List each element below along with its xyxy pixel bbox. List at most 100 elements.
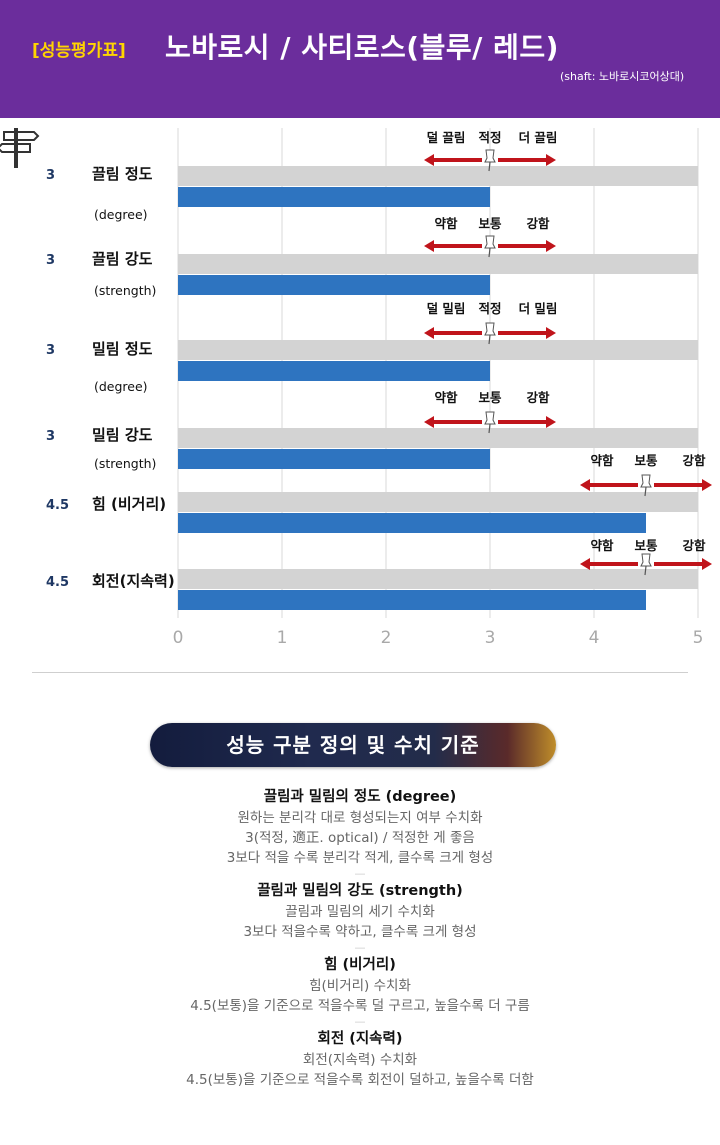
scale-arrow-left-head xyxy=(424,327,434,339)
definition-line: 원하는 분리각 대로 형성되는지 여부 수치화 xyxy=(237,810,483,826)
x-tick-label: 0 xyxy=(173,628,184,648)
category-value-label: 4.5 xyxy=(46,498,69,513)
scale-arrow-right-head xyxy=(546,327,556,339)
scale-label-right: 강함 xyxy=(682,538,706,553)
bar-value xyxy=(178,275,490,295)
definition-line: 3보다 적을수록 약하고, 클수록 크게 형성 xyxy=(243,924,477,940)
category-name: 끌림 강도 xyxy=(92,250,153,268)
category-value-label: 3 xyxy=(46,168,55,183)
category-subtitle: (degree) xyxy=(94,207,148,222)
pin-needle xyxy=(488,247,491,258)
x-tick-label: 2 xyxy=(381,628,392,648)
definition-separator: — xyxy=(354,941,366,954)
bar-value xyxy=(178,449,490,469)
pin-icon xyxy=(484,149,496,163)
category-name: 밀림 정도 xyxy=(92,340,153,358)
definition-title: 회전 (지속력) xyxy=(317,1031,403,1047)
scale-label-right: 더 끌림 xyxy=(519,130,558,145)
scale-label-left: 약함 xyxy=(434,390,458,405)
scale-indicator: 약함 보통 강함 xyxy=(580,538,712,576)
scale-arrow-right-head xyxy=(702,479,712,491)
definitions-heading-banner: 성능 구분 정의 및 수치 기준 xyxy=(150,723,556,767)
scale-label-left: 덜 끌림 xyxy=(427,130,466,145)
bar-value xyxy=(178,590,646,610)
scale-label-right: 강함 xyxy=(526,390,550,405)
scale-label-right: 강함 xyxy=(682,453,706,468)
scale-arrow-left-head xyxy=(424,240,434,252)
page-title: 노바로시 / 사티로스(블루/ 레드) xyxy=(165,31,559,64)
pin-icon xyxy=(640,553,652,567)
scale-label-right: 더 밀림 xyxy=(519,301,558,316)
x-tick-label: 3 xyxy=(485,628,496,648)
section-divider xyxy=(32,672,688,673)
category-name: 힘 (비거리) xyxy=(92,495,166,513)
category-value-label: 4.5 xyxy=(46,575,69,590)
scale-indicator: 덜 끌림 적정 더 끌림 xyxy=(424,130,558,172)
category-subtitle: (strength) xyxy=(94,283,156,298)
header-banner: [성능평가표] 노바로시 / 사티로스(블루/ 레드) (shaft: 노바로시… xyxy=(0,0,720,118)
definition-line: 3보다 적을 수록 분리각 적게, 클수록 크게 형성 xyxy=(226,850,494,866)
pin-icon xyxy=(484,235,496,249)
bar-value xyxy=(178,187,490,207)
scale-label-mid: 보통 xyxy=(478,216,502,231)
definition-strength: 끌림과 밀림의 강도 (strength) 끌림과 밀림의 세기 수치화 3보다… xyxy=(60,880,660,954)
bar-scale-background xyxy=(178,166,698,186)
definition-power: 힘 (비거리) 힘(비거리) 수치화 4.5(보통)을 기준으로 적을수록 덜 … xyxy=(60,954,660,1028)
definition-spin: 회전 (지속력) 회전(지속력) 수치화 4.5(보통)을 기준으로 적을수록 … xyxy=(60,1028,660,1090)
pin-icon xyxy=(484,411,496,425)
definition-title: 끌림과 밀림의 정도 (degree) xyxy=(263,789,457,805)
scale-label-right: 강함 xyxy=(526,216,550,231)
scale-label-left: 약함 xyxy=(434,216,458,231)
scale-label-mid: 적정 xyxy=(478,301,501,316)
scale-indicator: 약함 보통 강함 xyxy=(424,216,556,258)
category-value-label: 3 xyxy=(46,343,55,358)
pin-needle xyxy=(488,161,491,172)
definition-line: 4.5(보통)을 기준으로 적을수록 덜 구르고, 높을수록 더 구름 xyxy=(190,998,530,1014)
scale-label-mid: 보통 xyxy=(478,390,502,405)
category-subtitle: (degree) xyxy=(94,379,148,394)
bar-value xyxy=(178,361,490,381)
scale-arrow-left-head xyxy=(424,416,434,428)
scale-arrow-right-head xyxy=(546,154,556,166)
scale-arrow-right-head xyxy=(702,558,712,570)
definition-line: 회전(지속력) 수치화 xyxy=(302,1052,418,1068)
pin-needle xyxy=(644,486,647,497)
scale-label-mid: 보통 xyxy=(634,453,658,468)
scale-label-left: 약함 xyxy=(590,538,614,553)
definitions-list: 끌림과 밀림의 정도 (degree) 원하는 분리각 대로 형성되는지 여부 … xyxy=(60,786,660,1090)
scale-label-mid: 적정 xyxy=(478,130,501,145)
scale-arrow-left-head xyxy=(580,479,590,491)
scale-indicator: 약함 보통 강함 xyxy=(424,390,556,434)
category-subtitle: (strength) xyxy=(94,456,156,471)
shaft-note: (shaft: 노바로시코어상대) xyxy=(560,70,685,83)
category-value-label: 3 xyxy=(46,253,55,268)
definition-degree: 끌림과 밀림의 정도 (degree) 원하는 분리각 대로 형성되는지 여부 … xyxy=(60,786,660,880)
definition-separator: — xyxy=(354,867,366,880)
scale-arrow-left-head xyxy=(424,154,434,166)
definition-title: 힘 (비거리) xyxy=(324,957,396,973)
bar-scale-background xyxy=(178,492,698,512)
definition-separator: — xyxy=(354,1015,366,1028)
pin-icon xyxy=(484,322,496,336)
bar-scale-background xyxy=(178,340,698,360)
definition-line: 끌림과 밀림의 세기 수치화 xyxy=(285,904,435,920)
scale-arrow-left-head xyxy=(580,558,590,570)
bar-scale-background xyxy=(178,254,698,274)
definition-line: 힘(비거리) 수치화 xyxy=(309,978,411,994)
bar-scale-background xyxy=(178,569,698,589)
x-tick-label: 1 xyxy=(277,628,288,648)
definition-title: 끌림과 밀림의 강도 (strength) xyxy=(257,883,463,899)
bar-scale-background xyxy=(178,428,698,448)
x-tick-label: 5 xyxy=(693,628,704,648)
scale-indicator: 약함 보통 강함 xyxy=(580,453,712,497)
scale-indicator: 덜 밀림 적정 더 밀림 xyxy=(424,301,558,345)
pin-icon xyxy=(640,474,652,488)
signpost-icon xyxy=(0,128,40,168)
definition-line: 3(적정, 適正. optical) / 적정한 게 좋음 xyxy=(245,830,475,846)
scale-label-mid: 보통 xyxy=(634,538,658,553)
scale-label-left: 덜 밀림 xyxy=(427,301,466,316)
scale-arrow-right-head xyxy=(546,240,556,252)
definition-line: 4.5(보통)을 기준으로 적을수록 회전이 덜하고, 높을수록 더함 xyxy=(186,1072,534,1088)
bar-value xyxy=(178,513,646,533)
